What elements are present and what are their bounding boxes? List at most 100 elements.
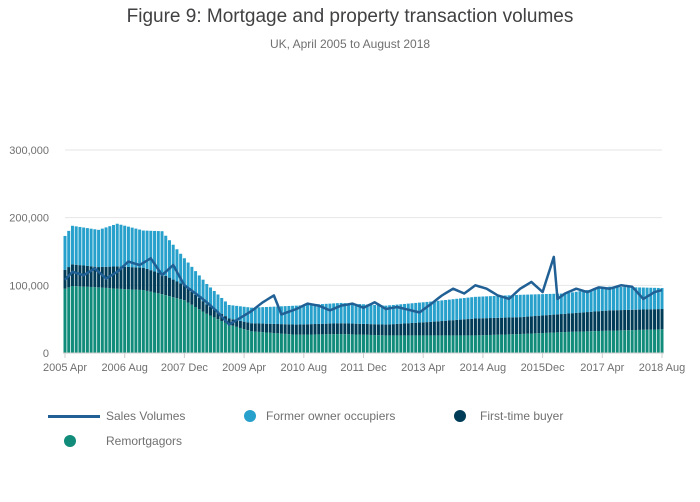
bar-first-time-buyer [190,291,194,305]
bar-first-time-buyer [201,301,205,312]
bar-first-time-buyer [100,266,104,288]
bar-former-owner-occupiers [223,301,227,317]
bar-former-owner-occupiers [380,305,384,325]
bar-former-owner-occupiers [302,305,306,325]
bar-first-time-buyer [511,317,515,335]
bar-former-owner-occupiers [477,296,481,319]
legend-label-first-time: First-time buyer [480,409,564,423]
bar-remortgagors [291,334,295,353]
bar-remortgagors [567,331,571,353]
bar-remortgagors [600,330,604,353]
y-tick-label: 200,000 [9,213,49,225]
bar-remortgagors [444,335,448,353]
bar-first-time-buyer [548,314,552,333]
x-tick-label: 2018 Aug [639,362,686,374]
bar-first-time-buyer [306,324,310,335]
bar-first-time-buyer [376,324,380,336]
bar-remortgagors [623,330,627,353]
bar-remortgagors [268,332,272,353]
bar-remortgagors [496,334,500,353]
bar-remortgagors [388,335,392,353]
bar-remortgagors [93,287,97,353]
bar-first-time-buyer [466,319,470,336]
bar-first-time-buyer [514,317,518,335]
bar-remortgagors [466,335,470,353]
bar-remortgagors [570,331,574,353]
bar-former-owner-occupiers [537,294,541,316]
bar-first-time-buyer [257,323,261,332]
bar-first-time-buyer [574,312,578,332]
bar-former-owner-occupiers [276,306,280,325]
legend-item-sales[interactable]: Sales Volumes [30,406,250,426]
bar-remortgagors [615,330,619,353]
bar-remortgagors [552,332,556,353]
bar-remortgagors [399,335,403,353]
bar-first-time-buyer [567,313,571,332]
bar-first-time-buyer [209,306,213,316]
bar-remortgagors [630,330,634,353]
bar-former-owner-occupiers [529,294,533,317]
bar-first-time-buyer [537,315,541,334]
bar-remortgagors [89,286,93,353]
bar-remortgagors [276,333,280,353]
bar-remortgagors [436,335,440,353]
bar-remortgagors [231,325,235,353]
legend-line-icon [48,415,100,418]
x-tick-label: 2009 Apr [222,362,266,374]
bar-former-owner-occupiers [89,228,93,267]
bar-former-owner-occupiers [264,306,268,324]
bar-former-owner-occupiers [447,299,451,321]
bar-former-owner-occupiers [656,287,660,310]
bar-remortgagors [156,293,160,353]
bar-remortgagors [619,330,623,353]
bar-former-owner-occupiers [500,295,504,318]
legend-item-remortgagors[interactable]: Remortgagors [30,431,250,451]
bar-first-time-buyer [291,324,295,335]
bar-remortgagors [119,288,123,353]
bar-former-owner-occupiers [559,293,563,315]
bar-former-owner-occupiers [74,226,78,265]
bar-former-owner-occupiers [186,262,190,289]
bar-former-owner-occupiers [384,305,388,325]
bar-former-owner-occupiers [194,271,198,295]
legend-item-former-owner[interactable]: Former owner occupiers [210,406,440,426]
bar-former-owner-occupiers [205,283,209,305]
bar-former-owner-occupiers [190,266,194,292]
bar-former-owner-occupiers [623,287,627,310]
bar-remortgagors [537,333,541,353]
bar-former-owner-occupiers [556,293,560,315]
bar-first-time-buyer [429,321,433,336]
bar-former-owner-occupiers [570,292,574,314]
bar-remortgagors [593,331,597,353]
bar-remortgagors [70,286,74,353]
bar-former-owner-occupiers [511,295,515,318]
bar-remortgagors [82,286,86,353]
bar-former-owner-occupiers [335,303,339,324]
bar-former-owner-occupiers [608,286,612,311]
bar-former-owner-occupiers [473,296,477,319]
bar-former-owner-occupiers [574,291,578,313]
bar-remortgagors [544,332,548,353]
bar-first-time-buyer [78,265,82,287]
bar-former-owner-occupiers [268,306,272,324]
bar-first-time-buyer [477,318,481,336]
bar-first-time-buyer [343,323,347,335]
bar-former-owner-occupiers [369,304,373,325]
bar-former-owner-occupiers [70,225,74,265]
bar-remortgagors [306,334,310,353]
legend-dot-icon [454,410,466,422]
bar-remortgagors [100,287,104,353]
bar-remortgagors [108,288,112,353]
bar-first-time-buyer [529,316,533,334]
bar-remortgagors [425,335,429,353]
bar-remortgagors [261,332,265,353]
bar-former-owner-occupiers [328,303,332,324]
bar-first-time-buyer [302,324,306,335]
bar-first-time-buyer [175,281,179,299]
bar-former-owner-occupiers [82,227,86,266]
legend-item-first-time[interactable]: First-time buyer [420,406,640,426]
bar-first-time-buyer [485,318,489,336]
bar-remortgagors [250,331,254,353]
bar-remortgagors [175,298,179,353]
